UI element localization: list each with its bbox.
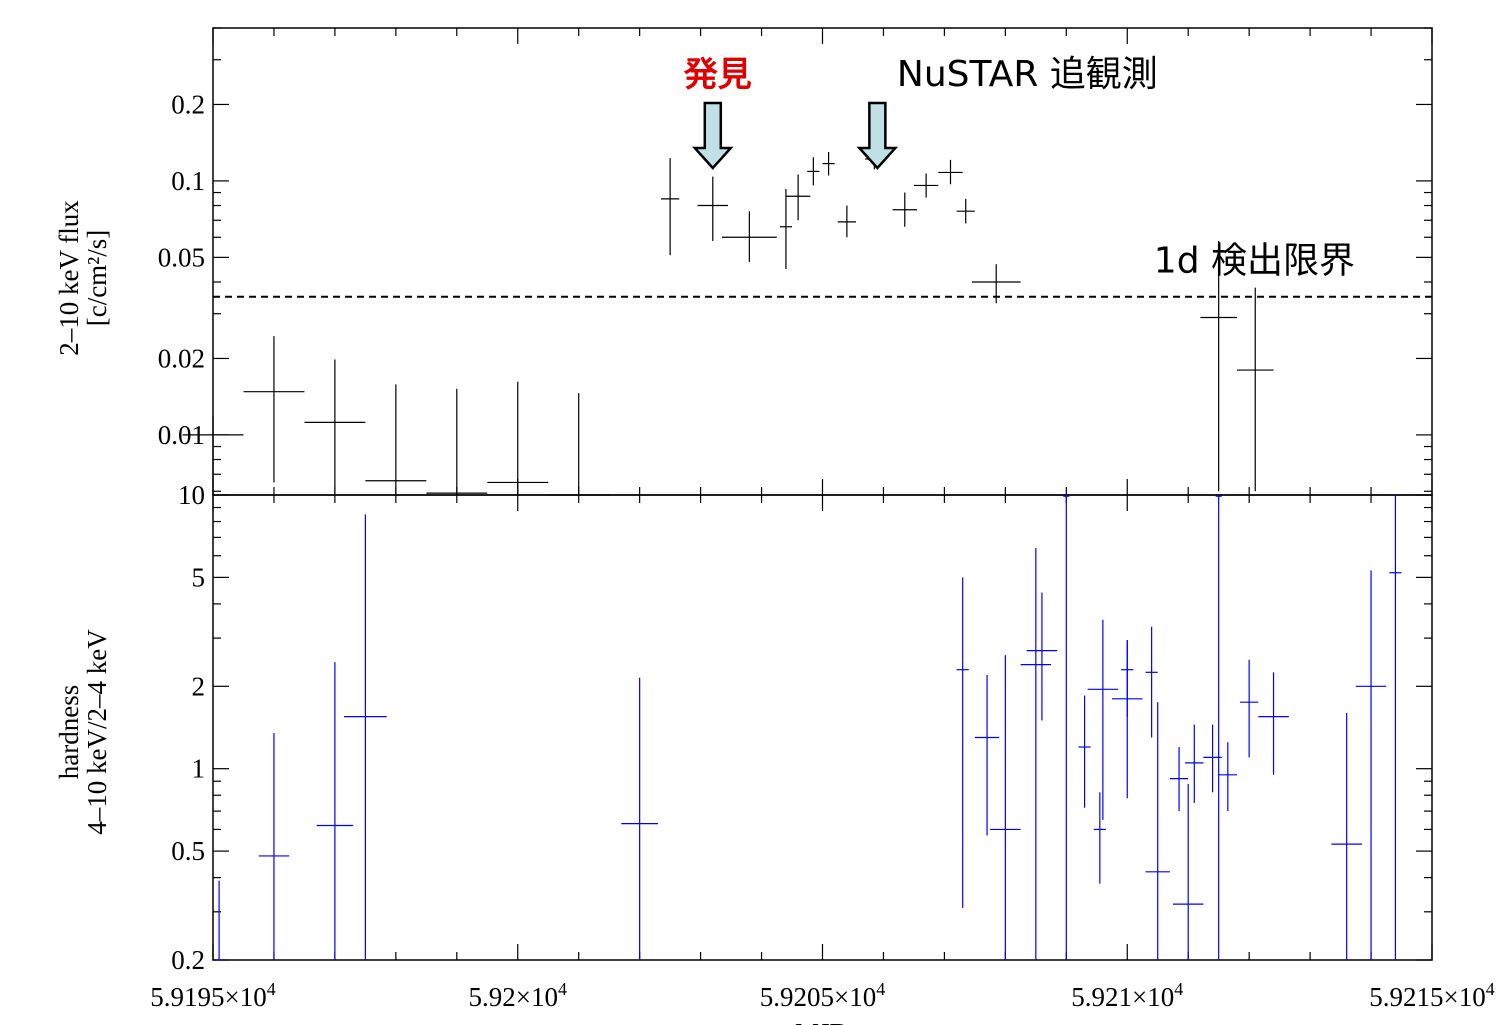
xtick-label: 5.9195×104 [150, 979, 275, 1012]
top-ytick-label: 0.01 [158, 420, 205, 450]
annotation-arrow-1 [691, 101, 734, 170]
xtick-label: 5.92×104 [469, 979, 567, 1012]
annotation-arrow-2 [856, 101, 899, 170]
tick-labels: 0.01 0.02 0.05 0.1 0.2 0.2 0.5 1 2 5 10 5.9195×104 5… [150, 89, 1494, 1012]
xtick-label: 5.921×104 [1071, 979, 1183, 1012]
detection-limit-label: 1d 検出限界 [1154, 241, 1355, 282]
bottom-y-axis-label-line1: hardness [54, 685, 84, 779]
bottom-ytick-label: 5 [192, 562, 206, 592]
bottom-y-axis-label-line2: 4–10 keV/2–4 keV [82, 629, 112, 835]
bottom-panel-error-bars [216, 495, 1402, 961]
bottom-ytick-label: 0.5 [171, 836, 205, 866]
xtick-label: 5.9205×104 [760, 979, 885, 1012]
bottom-ytick-label: 2 [192, 671, 206, 701]
xtick-label: 5.9215×104 [1369, 979, 1494, 1012]
top-panel-error-bars [182, 147, 1274, 496]
x-axis-label: MJD [795, 1018, 849, 1025]
top-ytick-label: 0.02 [158, 343, 205, 373]
annotation-arrows: 発見 NuSTAR 追観測 [684, 54, 1158, 170]
top-y-axis-label-line2: [c/cm²/s] [82, 230, 112, 327]
bottom-ytick-label: 10 [178, 480, 205, 510]
top-ytick-label: 0.2 [171, 89, 205, 119]
detection-limit-line: 1d 検出限界 [213, 241, 1432, 298]
bottom-ytick-label: 1 [192, 754, 206, 784]
top-ytick-label: 0.1 [171, 166, 205, 196]
annotation-label-2: NuSTAR 追観測 [897, 54, 1158, 95]
annotation-label-1: 発見 [684, 55, 752, 95]
bottom-ytick-label: 0.2 [171, 945, 205, 975]
top-ytick-label: 0.05 [158, 242, 205, 272]
top-y-axis-label-line1: 2–10 keV flux [54, 200, 84, 356]
